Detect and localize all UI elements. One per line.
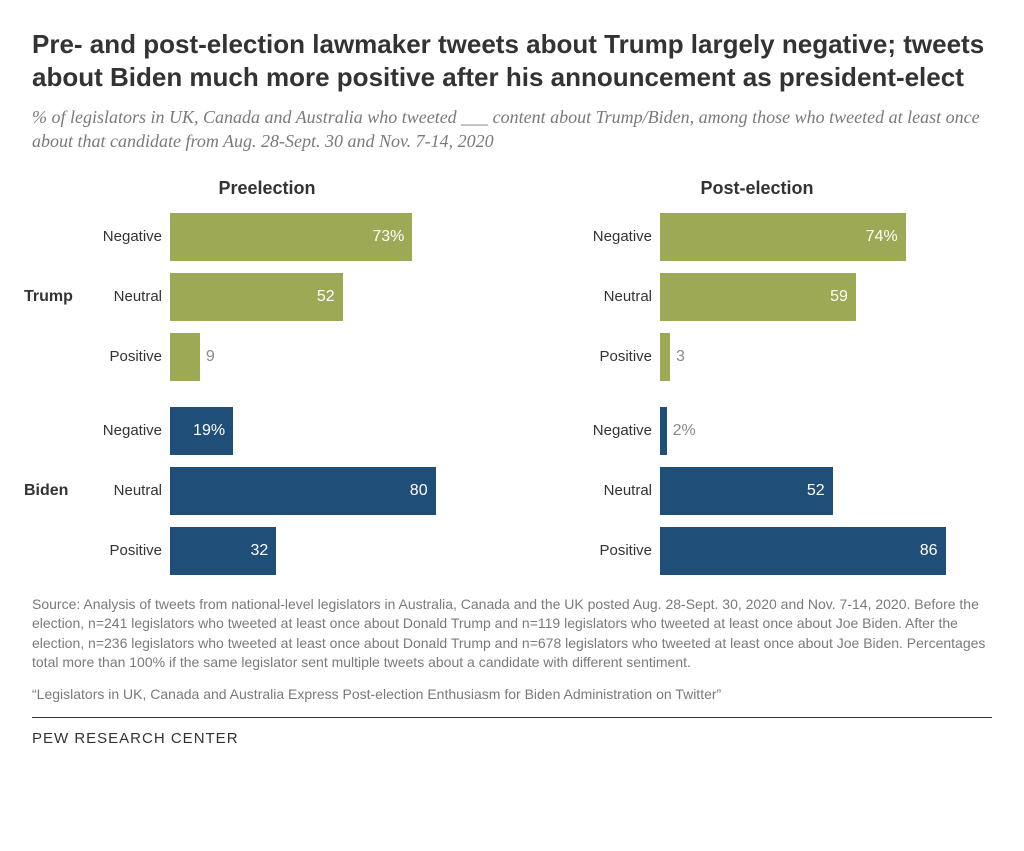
bar-row: Negative 74% — [582, 213, 992, 261]
sentiment-label: Negative — [92, 228, 170, 245]
candidate-label: Trump — [24, 288, 84, 306]
panel-title: Preelection — [32, 178, 502, 199]
bar-rows: Negative 2% Neutral 52 Positive 86 — [582, 407, 992, 575]
bar-value: 32 — [250, 542, 268, 560]
bar-value: 9 — [206, 348, 215, 366]
bar-rows: Negative 74% Neutral 59 Positive 3 — [582, 213, 992, 381]
footer-attribution: PEW RESEARCH CENTER — [32, 717, 992, 747]
bar-value: 59 — [830, 288, 848, 306]
spacer — [32, 381, 502, 407]
bar-value: 80 — [410, 482, 428, 500]
candidate-block: TrumpNegative73%Neutral52Positive9 — [32, 213, 502, 381]
bar: 32 — [170, 527, 276, 575]
bar-rows: Negative 73% Neutral 52 Positive 9 — [92, 213, 502, 381]
bar-track: 3 — [660, 333, 992, 381]
bar-row: Negative 73% — [92, 213, 502, 261]
bar-value: 52 — [317, 288, 335, 306]
bar — [660, 333, 670, 381]
bar-row: Neutral 80 — [92, 467, 502, 515]
bar: 73% — [170, 213, 412, 261]
panels-container: PreelectionTrumpNegative73%Neutral52Posi… — [32, 178, 992, 575]
bar: 74% — [660, 213, 906, 261]
candidate-block: Negative 2% Neutral 52 Positive 86 — [522, 407, 992, 575]
bar-row: Negative 19% — [92, 407, 502, 455]
sentiment-label: Positive — [582, 348, 660, 365]
sentiment-label: Positive — [92, 542, 170, 559]
source-text: Source: Analysis of tweets from national… — [32, 595, 992, 673]
bar-track: 9 — [170, 333, 502, 381]
bar-row: Positive 86 — [582, 527, 992, 575]
chart-title: Pre- and post-election lawmaker tweets a… — [32, 28, 992, 93]
bar: 59 — [660, 273, 856, 321]
bar-value: 19% — [193, 422, 225, 440]
sentiment-label: Negative — [92, 422, 170, 439]
bar-track: 74% — [660, 213, 992, 261]
sentiment-label: Positive — [582, 542, 660, 559]
bar-value: 73% — [372, 228, 404, 246]
sentiment-label: Negative — [582, 228, 660, 245]
bar-row: Neutral 52 — [92, 273, 502, 321]
bar-track: 86 — [660, 527, 992, 575]
sentiment-label: Neutral — [582, 482, 660, 499]
panel: PreelectionTrumpNegative73%Neutral52Posi… — [32, 178, 502, 575]
bar: 19% — [170, 407, 233, 455]
candidate-label: Biden — [24, 482, 84, 500]
candidate-block: BidenNegative19%Neutral80Positive32 — [32, 407, 502, 575]
spacer — [522, 381, 992, 407]
bar: 86 — [660, 527, 946, 575]
sentiment-label: Neutral — [582, 288, 660, 305]
bar-rows: Negative 19% Neutral 80 Positive 32 — [92, 407, 502, 575]
chart-subtitle: % of legislators in UK, Canada and Austr… — [32, 105, 992, 154]
bar-track: 73% — [170, 213, 502, 261]
bar-track: 80 — [170, 467, 502, 515]
bar-value: 2% — [673, 422, 696, 440]
sentiment-label: Neutral — [92, 482, 170, 499]
sentiment-label: Positive — [92, 348, 170, 365]
bar-track: 52 — [170, 273, 502, 321]
bar-value: 3 — [676, 348, 685, 366]
candidate-block: Negative 74% Neutral 59 Positive 3 — [522, 213, 992, 381]
sentiment-label: Neutral — [92, 288, 170, 305]
bar-track: 59 — [660, 273, 992, 321]
bar-track: 32 — [170, 527, 502, 575]
bar-row: Positive 3 — [582, 333, 992, 381]
bar-row: Negative 2% — [582, 407, 992, 455]
bar: 52 — [660, 467, 833, 515]
bar: 80 — [170, 467, 436, 515]
panel-title: Post-election — [522, 178, 992, 199]
panel: Post-election Negative 74% Neutral 59 Positiv… — [522, 178, 992, 575]
bar — [660, 407, 667, 455]
bar-row: Positive 32 — [92, 527, 502, 575]
bar-track: 2% — [660, 407, 992, 455]
bar-value: 86 — [920, 542, 938, 560]
bar-value: 74% — [866, 228, 898, 246]
bar: 52 — [170, 273, 343, 321]
bar-row: Positive 9 — [92, 333, 502, 381]
bar-track: 19% — [170, 407, 502, 455]
bar — [170, 333, 200, 381]
bar-track: 52 — [660, 467, 992, 515]
bar-value: 52 — [807, 482, 825, 500]
sentiment-label: Negative — [582, 422, 660, 439]
bar-row: Neutral 52 — [582, 467, 992, 515]
note-text: “Legislators in UK, Canada and Australia… — [32, 685, 992, 705]
bar-row: Neutral 59 — [582, 273, 992, 321]
